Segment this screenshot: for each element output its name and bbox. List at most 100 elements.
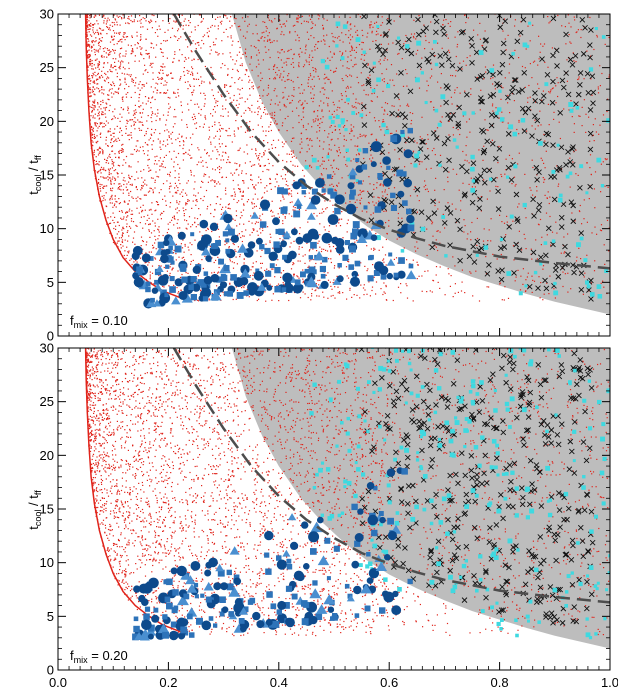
red-dot — [214, 25, 216, 27]
red-dot — [325, 9, 326, 10]
red-dot — [159, 214, 162, 216]
red-dot — [126, 73, 128, 75]
red-dot — [292, 209, 294, 211]
red-dot — [310, 299, 312, 301]
red-dot — [364, 7, 365, 8]
red-dot — [187, 72, 189, 74]
red-dot — [416, 278, 418, 280]
red-dot — [144, 209, 146, 211]
red-dot — [88, 75, 90, 78]
red-dot — [599, 65, 601, 67]
red-dot — [193, 58, 195, 60]
red-dot — [460, 209, 462, 211]
red-dot — [273, 118, 275, 120]
red-dot — [327, 153, 329, 155]
red-dot — [103, 185, 105, 187]
red-dot — [247, 25, 249, 27]
red-dot — [385, 68, 388, 70]
red-dot — [608, 76, 610, 78]
red-dot — [163, 7, 164, 8]
red-dot — [238, 12, 239, 13]
red-dot — [336, 151, 338, 153]
red-dot — [284, 118, 286, 120]
red-dot — [152, 62, 154, 64]
red-dot — [91, 126, 93, 129]
red-dot — [152, 189, 154, 191]
red-dot — [430, 62, 432, 64]
red-dot — [220, 115, 222, 117]
red-dot — [359, 135, 361, 138]
red-dot — [202, 126, 204, 128]
red-dot — [91, 60, 93, 62]
red-dot — [178, 256, 180, 258]
red-dot — [260, 72, 262, 74]
red-dot — [95, 11, 96, 12]
red-dot — [87, 56, 89, 58]
red-dot — [380, 43, 382, 45]
red-dot — [480, 89, 482, 91]
red-dot — [115, 237, 117, 239]
red-dot — [149, 187, 151, 189]
red-dot — [240, 126, 242, 128]
red-dot — [105, 205, 107, 207]
red-dot — [333, 53, 335, 55]
red-dot — [535, 239, 537, 241]
red-dot — [290, 193, 292, 195]
cross-point — [469, 199, 476, 206]
red-dot — [308, 61, 310, 63]
red-dot — [293, 87, 295, 89]
red-dot — [221, 20, 223, 22]
red-dot — [228, 127, 230, 130]
red-dot — [86, 35, 88, 37]
red-dot — [96, 171, 98, 173]
red-dot — [482, 240, 485, 242]
red-dot — [276, 95, 278, 97]
red-dot — [350, 39, 352, 41]
red-dot — [103, 14, 105, 16]
red-dot — [305, 11, 306, 12]
red-dot — [129, 75, 132, 78]
red-dot — [268, 126, 270, 128]
red-dot — [417, 264, 419, 266]
red-dot — [514, 49, 516, 51]
red-dot — [168, 103, 170, 105]
red-dot — [294, 207, 296, 209]
red-dot — [287, 75, 289, 77]
red-dot — [283, 96, 285, 98]
red-dot — [363, 6, 364, 7]
red-dot — [98, 27, 101, 29]
red-dot — [363, 12, 364, 13]
red-dot — [292, 7, 293, 8]
red-dot — [282, 122, 284, 124]
red-dot — [240, 10, 241, 11]
red-dot — [138, 150, 140, 152]
red-dot — [129, 208, 131, 210]
red-dot — [174, 182, 176, 184]
red-dot — [260, 115, 262, 117]
red-dot — [216, 130, 218, 132]
red-dot — [435, 246, 437, 248]
red-dot — [163, 92, 165, 94]
red-dot — [523, 233, 525, 235]
red-dot — [349, 34, 351, 36]
red-dot — [88, 31, 90, 33]
red-dot — [309, 260, 311, 262]
red-dot — [121, 47, 123, 49]
red-dot — [91, 109, 93, 112]
red-dot — [236, 225, 238, 227]
red-dot — [185, 24, 187, 26]
red-dot — [213, 44, 215, 46]
red-dot — [176, 212, 178, 214]
red-dot — [233, 243, 235, 246]
red-dot — [290, 150, 292, 152]
red-dot — [86, 15, 88, 17]
red-dot — [186, 124, 188, 126]
red-dot — [268, 68, 270, 70]
red-dot — [376, 182, 378, 184]
red-dot — [241, 97, 243, 99]
red-dot — [319, 223, 321, 225]
red-dot — [139, 81, 141, 83]
red-dot — [142, 150, 144, 152]
red-dot — [99, 200, 101, 202]
red-dot — [298, 253, 300, 255]
